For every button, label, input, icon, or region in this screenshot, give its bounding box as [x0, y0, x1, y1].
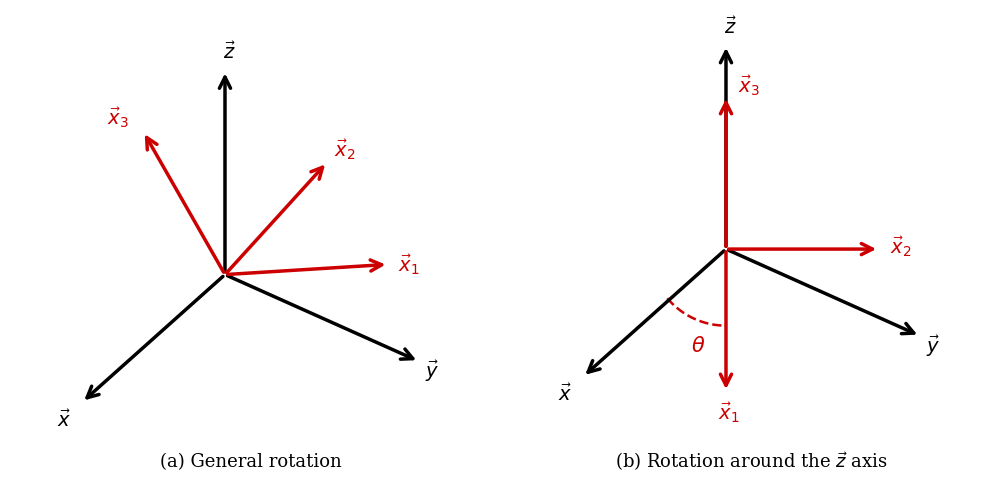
Text: $\vec{y}$: $\vec{y}$: [425, 359, 439, 384]
Text: $\vec{x}$: $\vec{x}$: [57, 409, 71, 431]
Text: $\vec{x}_{2}$: $\vec{x}_{2}$: [890, 234, 911, 259]
Text: $\vec{x}_{2}$: $\vec{x}_{2}$: [334, 137, 356, 162]
Text: $\vec{x}$: $\vec{x}$: [558, 384, 572, 405]
Text: $\vec{z}$: $\vec{z}$: [724, 17, 737, 38]
Text: $\vec{x}_{1}$: $\vec{x}_{1}$: [398, 252, 420, 277]
Text: $\vec{x}_{3}$: $\vec{x}_{3}$: [107, 105, 128, 130]
Text: $\vec{x}_{3}$: $\vec{x}_{3}$: [738, 73, 760, 98]
Text: $\vec{x}_{1}$: $\vec{x}_{1}$: [717, 400, 739, 425]
Text: $\vec{z}$: $\vec{z}$: [223, 42, 236, 63]
Text: (a) General rotation: (a) General rotation: [159, 452, 342, 471]
Text: (b) Rotation around the $\vec{z}$ axis: (b) Rotation around the $\vec{z}$ axis: [615, 451, 888, 473]
Text: $\theta$: $\theta$: [690, 336, 705, 356]
Text: $\vec{y}$: $\vec{y}$: [926, 333, 940, 359]
